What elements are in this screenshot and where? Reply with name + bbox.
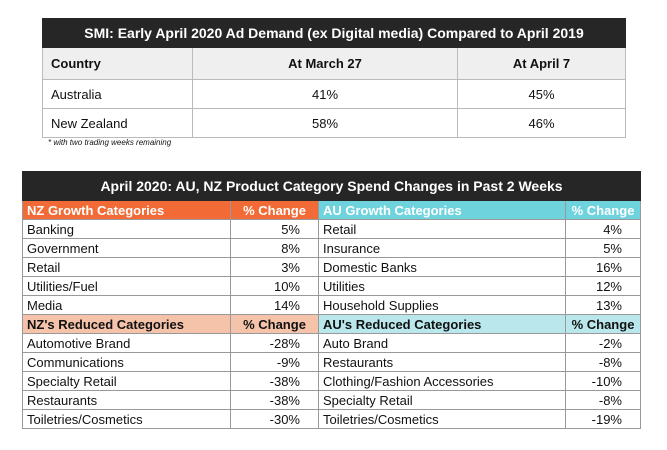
cell: Australia: [42, 79, 193, 109]
cell: Insurance: [318, 238, 566, 258]
cell: Auto Brand: [318, 333, 566, 353]
cell: Toiletries/Cosmetics: [318, 409, 566, 429]
row: Toiletries/Cosmetics -30% Toiletries/Cosme…: [22, 409, 641, 429]
cell: -30%: [230, 409, 319, 429]
column-header: % Change: [230, 314, 319, 334]
cell: -8%: [565, 352, 641, 372]
cell: -2%: [565, 333, 641, 353]
row: Specialty Retail -38% Clothing/Fashion Acc…: [22, 371, 641, 391]
cell: Household Supplies: [318, 295, 566, 315]
cell: Banking: [22, 219, 231, 239]
table-title: SMI: Early April 2020 Ad Demand (ex Digi…: [42, 18, 626, 48]
column-header: Country: [42, 47, 193, 80]
cell: Specialty Retail: [22, 371, 231, 391]
cell: Automotive Brand: [22, 333, 231, 353]
cell: 12%: [565, 276, 641, 296]
ad-demand-table: SMI: Early April 2020 Ad Demand (ex Digi…: [42, 18, 626, 138]
row: Government 8% Insurance 5%: [22, 238, 641, 258]
cell: Toiletries/Cosmetics: [22, 409, 231, 429]
cell: 46%: [457, 108, 626, 138]
cell: -19%: [565, 409, 641, 429]
row: Communications -9% Restaurants -8%: [22, 352, 641, 372]
cell: -28%: [230, 333, 319, 353]
column-header: NZ's Reduced Categories: [22, 314, 231, 334]
cell: Retail: [22, 257, 231, 277]
cell: Domestic Banks: [318, 257, 566, 277]
cell: -10%: [565, 371, 641, 391]
section-header: NZ's Reduced Categories% Change AU's Redu…: [22, 314, 641, 334]
cell: New Zealand: [42, 108, 193, 138]
row: Retail 3% Domestic Banks 16%: [22, 257, 641, 277]
cell: 41%: [192, 79, 458, 109]
row: Media 14% Household Supplies 13%: [22, 295, 641, 315]
column-header: AU's Reduced Categories: [318, 314, 566, 334]
row: New Zealand 58% 46%: [42, 108, 626, 138]
cell: Clothing/Fashion Accessories: [318, 371, 566, 391]
cell: -38%: [230, 371, 319, 391]
cell: -9%: [230, 352, 319, 372]
column-header: At April 7: [457, 47, 626, 80]
cell: -38%: [230, 390, 319, 410]
cell: 3%: [230, 257, 319, 277]
row: Restaurants -38% Specialty Retail -8%: [22, 390, 641, 410]
note: * with two trading weeks remaining: [48, 138, 172, 147]
cell: 58%: [192, 108, 458, 138]
cell: Restaurants: [318, 352, 566, 372]
column-header: NZ Growth Categories: [22, 200, 231, 220]
table-title: April 2020: AU, NZ Product Category Spen…: [22, 171, 641, 201]
cell: Retail: [318, 219, 566, 239]
row: Automotive Brand -28% Auto Brand -2%: [22, 333, 641, 353]
cell: 14%: [230, 295, 319, 315]
cell: 16%: [565, 257, 641, 277]
cell: Government: [22, 238, 231, 258]
column-header: % Change: [230, 200, 319, 220]
cell: 45%: [457, 79, 626, 109]
column-header: At March 27: [192, 47, 458, 80]
section-header: NZ Growth Categories% Change AU Growth Ca…: [22, 200, 641, 220]
row: Australia 41% 45%: [42, 79, 626, 109]
header-row: Country At March 27 At April 7: [42, 47, 626, 80]
category-table: April 2020: AU, NZ Product Category Spen…: [22, 171, 641, 429]
cell: 8%: [230, 238, 319, 258]
column-header: % Change: [565, 314, 641, 334]
cell: Specialty Retail: [318, 390, 566, 410]
column-header: AU Growth Categories: [318, 200, 566, 220]
row: Utilities/Fuel 10% Utilities 12%: [22, 276, 641, 296]
cell: Utilities: [318, 276, 566, 296]
cell: Media: [22, 295, 231, 315]
cell: 13%: [565, 295, 641, 315]
row: Banking 5% Retail 4%: [22, 219, 641, 239]
cell: Restaurants: [22, 390, 231, 410]
cell: Communications: [22, 352, 231, 372]
cell: 5%: [565, 238, 641, 258]
cell: 5%: [230, 219, 319, 239]
cell: Utilities/Fuel: [22, 276, 231, 296]
cell: 4%: [565, 219, 641, 239]
cell: 10%: [230, 276, 319, 296]
column-header: % Change: [565, 200, 641, 220]
cell: -8%: [565, 390, 641, 410]
